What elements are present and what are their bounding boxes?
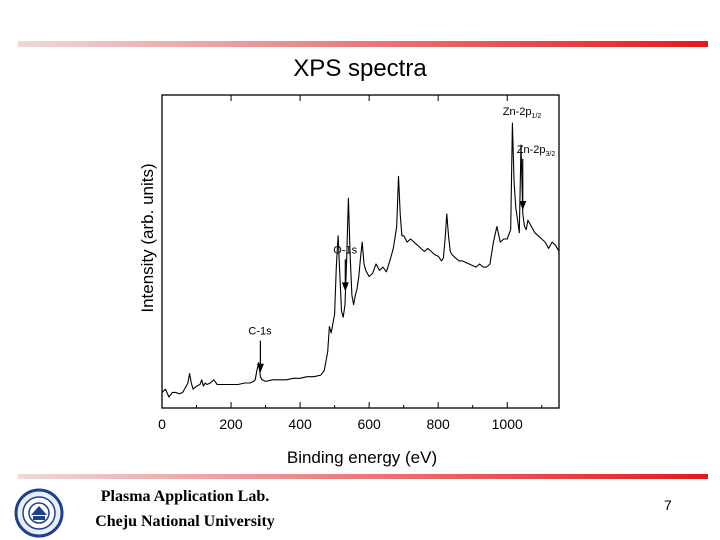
- x-tick-label: 200: [219, 416, 243, 432]
- peak-label: Zn-2p3/2: [517, 144, 556, 158]
- peak-label: C-1s: [248, 326, 272, 338]
- x-axis-label: Binding energy (eV): [287, 448, 437, 467]
- bottom-accent-bar: [18, 474, 708, 479]
- plot-frame: [161, 94, 560, 409]
- x-tick-label: 600: [357, 416, 381, 432]
- x-tick-label: 400: [288, 416, 312, 432]
- footer-lab-name: Plasma Application Lab.: [100, 488, 270, 505]
- y-axis-label: Intensity (arb. units): [138, 163, 157, 312]
- peak-label: O-1s: [333, 244, 357, 256]
- peak-arrow-head: [519, 200, 527, 210]
- x-tick-label: 1000: [492, 416, 523, 432]
- page-number: 7: [664, 497, 672, 513]
- slide-title: XPS spectra: [293, 55, 427, 82]
- footer-university-name: Cheju National University: [95, 513, 275, 530]
- peak-label: Zn-2p1/2: [503, 106, 542, 120]
- x-tick-label: 0: [158, 416, 166, 432]
- peak-arrow-head: [341, 282, 349, 292]
- university-seal-icon: [14, 488, 64, 538]
- x-tick-label: 800: [426, 416, 450, 432]
- spectrum-line-0: [161, 122, 560, 398]
- peak-arrow-head: [256, 363, 264, 373]
- top-accent-bar: [18, 41, 708, 47]
